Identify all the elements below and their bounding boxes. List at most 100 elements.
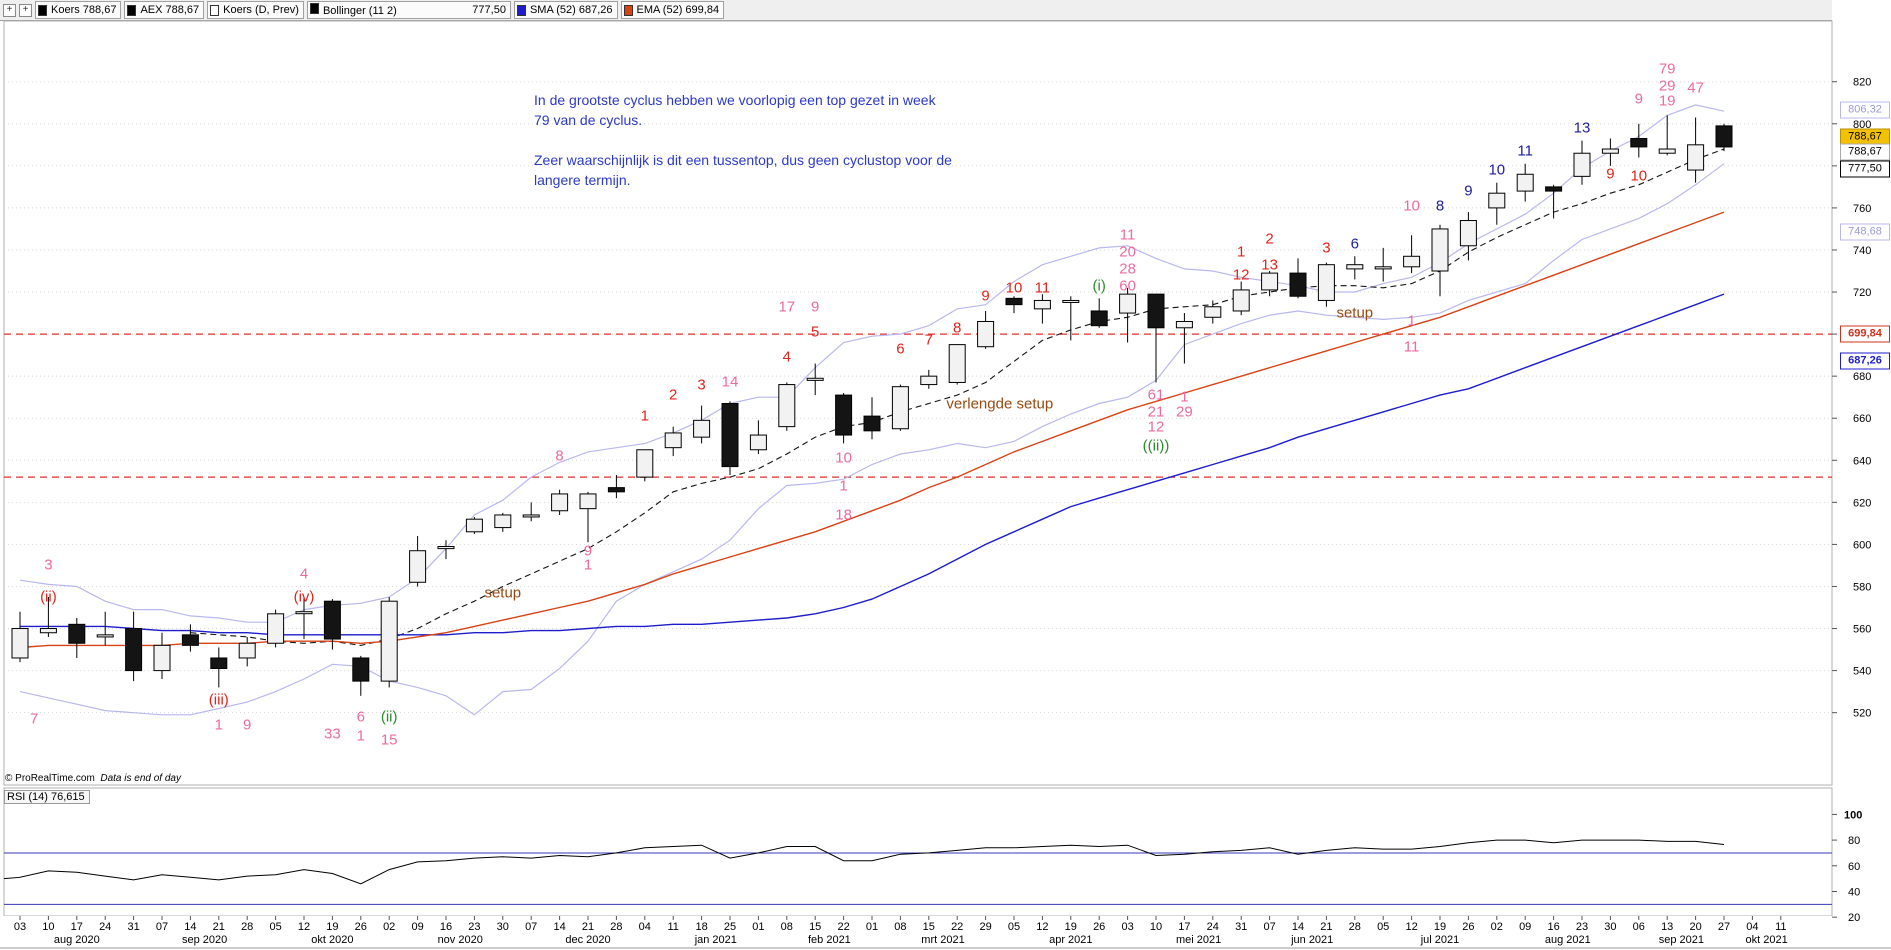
copyright-text: © ProRealTime.com Data is end of day [5,773,181,784]
x-day-label: 17 [71,921,83,933]
chart-annotation: 6 [356,708,365,726]
x-day-label: 21 [1320,921,1332,933]
y-tick-label: 540 [1853,666,1871,678]
x-day-label: 06 [1633,921,1645,933]
chart-annotation: 6 [896,340,905,358]
y-tick-label: 640 [1853,455,1871,467]
rsi-y-tick-label: 40 [1848,886,1860,898]
candle-up [1175,320,1193,329]
collapse-icon[interactable]: + [3,3,16,17]
legend-ema[interactable]: EMA (52) 699,84 [620,1,725,19]
rsi-legend[interactable]: RSI (14) 76,615 [4,790,90,804]
x-month-label: okt 2020 [311,934,353,946]
rsi-y-tick-label: 80 [1848,835,1860,847]
chart-annotation: 12 [1147,418,1165,436]
x-month-label: jan 2021 [694,934,737,946]
x-day-label: 19 [1434,921,1446,933]
x-day-label: 23 [1576,921,1588,933]
price-axis-label: 699,84 [1840,325,1890,343]
main-pane [3,20,1833,786]
x-day-label: 23 [468,921,480,933]
legend-sma[interactable]: SMA (52) 687,26 [513,1,618,19]
x-day-label: 28 [1349,921,1361,933]
candle-up [1119,293,1137,314]
chart-annotation: 8 [953,319,962,337]
candle-up [1033,299,1051,310]
candle-down [1545,186,1563,192]
rsi-y-tick-label: 100 [1844,809,1862,821]
x-day-label: 01 [752,921,764,933]
x-day-label: 30 [497,921,509,933]
candle-up [494,514,512,529]
chart-annotation: 9 [1634,90,1643,108]
legend-price[interactable]: Koers 788,67 [35,1,122,19]
legend-swatch [516,4,526,16]
x-day-label: 31 [127,921,139,933]
chart-annotation: 47 [1687,79,1704,97]
x-day-label: 28 [610,921,622,933]
x-day-label: 09 [411,921,423,933]
price-axis-label: 777,50 [1840,160,1890,178]
chart-annotation: 12 [1232,266,1250,284]
x-month-label: feb 2021 [808,934,851,946]
chart-annotation: 9 [1464,182,1473,200]
candle-up [1658,148,1676,154]
chart-annotation: 4 [782,348,791,366]
legend-swatch [623,4,633,16]
x-day-label: 04 [1746,921,1758,933]
candle-up [891,386,909,430]
candle-up [1261,272,1279,291]
y-tick-label: 720 [1853,287,1871,299]
x-day-label: 21 [213,921,225,933]
price-axis-label: 788,67 [1840,143,1890,161]
chart-annotation: 3 [697,376,706,394]
candle-down [181,634,199,646]
x-day-label: 07 [525,921,537,933]
chart-annotation: 15 [380,731,398,749]
candle-up [1346,264,1364,270]
candle-up [579,493,597,510]
chart-annotation: 20 [1119,243,1136,261]
x-day-label: 22 [837,921,849,933]
candle-down [1090,310,1108,327]
x-day-label: 25 [724,921,736,933]
x-day-label: 07 [156,921,168,933]
chart-annotation: 9 [811,298,820,316]
chart-annotation: 7 [924,331,933,349]
x-day-label: 22 [951,921,963,933]
chart-annotation: 11 [1034,279,1051,297]
legend-aex-label: AEX 788,67 [140,4,200,16]
candle-up [1374,266,1392,270]
x-day-label: 02 [383,921,395,933]
candle-up [522,514,540,518]
legend-aex[interactable]: AEX 788,67 [124,1,205,19]
candle-up [295,611,313,615]
chart-annotation: 4 [299,565,309,583]
legend-candles[interactable]: Koers (D, Prev) [207,1,304,19]
candle-up [948,344,966,383]
x-day-label: 16 [440,921,452,933]
x-day-label: 05 [1008,921,1020,933]
legend-swatch [210,4,220,16]
legend-bollinger-label: Bollinger (11 2) [322,5,397,17]
expand-icon[interactable]: + [19,3,32,17]
chart-annotation: 61 [1147,386,1165,404]
candle-up [1601,148,1619,154]
x-day-label: 10 [1150,921,1162,933]
y-tick-label: 760 [1853,203,1871,215]
chart-annotation: 13 [1573,119,1591,137]
bollinger-middle-line [190,148,1725,646]
candle-up [1488,192,1506,209]
candle-up [1516,173,1534,192]
legend-ema-label: EMA (52) 699,84 [636,4,720,16]
legend-bollinger[interactable]: Bollinger (11 2) 777,50 [306,1,511,19]
chart-annotation: 8 [1435,197,1445,215]
x-day-label: 27 [1718,921,1730,933]
candle-down [1147,293,1165,329]
x-day-label: 02 [1491,921,1503,933]
chart-annotation: 10 [1005,279,1023,297]
x-day-label: 14 [184,921,196,933]
x-day-label: 26 [355,921,367,933]
x-month-label: jun 2021 [1290,934,1333,946]
